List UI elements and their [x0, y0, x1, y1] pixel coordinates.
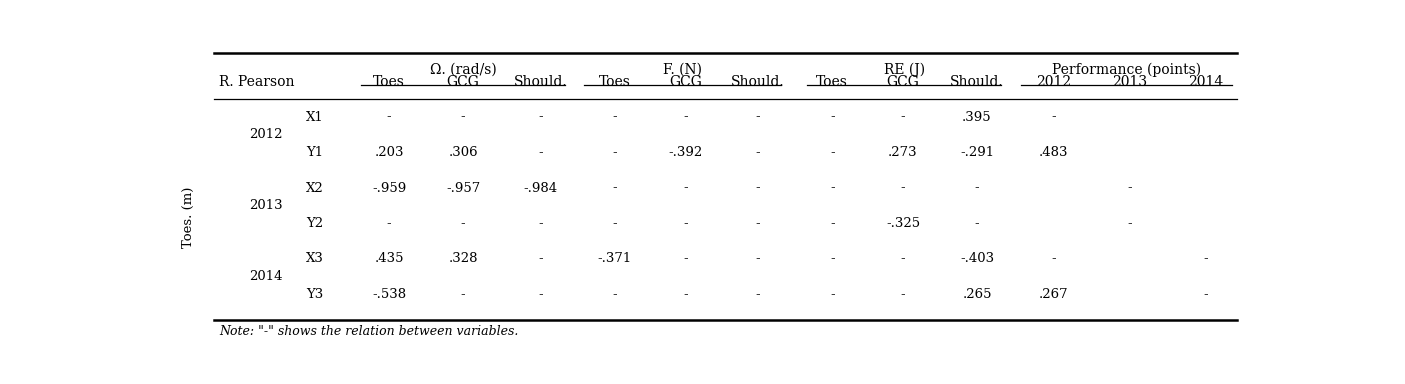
Text: X3: X3: [306, 252, 325, 265]
Text: -: -: [613, 288, 617, 301]
Text: -: -: [538, 252, 542, 265]
Text: -.371: -.371: [597, 252, 632, 265]
Text: -.325: -.325: [887, 217, 920, 230]
Text: .203: .203: [374, 146, 403, 159]
Text: -: -: [613, 146, 617, 159]
Text: -: -: [683, 182, 687, 195]
Text: .273: .273: [888, 146, 917, 159]
Text: Performance (points): Performance (points): [1052, 63, 1201, 77]
Text: -: -: [461, 111, 465, 124]
Text: -: -: [975, 217, 979, 230]
Text: 2013: 2013: [249, 199, 282, 212]
Text: -.392: -.392: [669, 146, 702, 159]
Text: -: -: [386, 217, 392, 230]
Text: -: -: [1204, 288, 1208, 301]
Text: -: -: [613, 111, 617, 124]
Text: -: -: [538, 288, 542, 301]
Text: 2014: 2014: [1189, 74, 1224, 89]
Text: GCG: GCG: [887, 74, 919, 89]
Text: .395: .395: [962, 111, 992, 124]
Text: -: -: [683, 217, 687, 230]
Text: Should.: Should.: [514, 74, 568, 89]
Text: 2012: 2012: [1035, 74, 1071, 89]
Text: -: -: [756, 182, 760, 195]
Text: 2012: 2012: [249, 128, 282, 141]
Text: Toes: Toes: [599, 74, 631, 89]
Text: -: -: [901, 111, 905, 124]
Text: Toes. (m): Toes. (m): [183, 187, 195, 248]
Text: -.959: -.959: [372, 182, 406, 195]
Text: 2013: 2013: [1111, 74, 1146, 89]
Text: -: -: [901, 252, 905, 265]
Text: -: -: [830, 288, 835, 301]
Text: -: -: [538, 146, 542, 159]
Text: R. Pearson: R. Pearson: [219, 74, 295, 89]
Text: .267: .267: [1038, 288, 1068, 301]
Text: -: -: [756, 288, 760, 301]
Text: -: -: [830, 182, 835, 195]
Text: -: -: [461, 288, 465, 301]
Text: .328: .328: [448, 252, 478, 265]
Text: Should.: Should.: [732, 74, 785, 89]
Text: Should.: Should.: [950, 74, 1003, 89]
Text: -: -: [461, 217, 465, 230]
Text: Note: "-" shows the relation between variables.: Note: "-" shows the relation between var…: [219, 325, 518, 338]
Text: -: -: [830, 146, 835, 159]
Text: -: -: [613, 217, 617, 230]
Text: -: -: [1051, 111, 1055, 124]
Text: .435: .435: [374, 252, 403, 265]
Text: -: -: [1127, 217, 1132, 230]
Text: .265: .265: [962, 288, 992, 301]
Text: -: -: [975, 182, 979, 195]
Text: 2014: 2014: [249, 270, 282, 283]
Text: RE (J): RE (J): [884, 63, 924, 77]
Text: -: -: [538, 217, 542, 230]
Text: -: -: [756, 217, 760, 230]
Text: -: -: [1051, 252, 1055, 265]
Text: Y2: Y2: [306, 217, 323, 230]
Text: X1: X1: [306, 111, 325, 124]
Text: -: -: [901, 182, 905, 195]
Text: -.291: -.291: [960, 146, 995, 159]
Text: Y3: Y3: [306, 288, 323, 301]
Text: -: -: [683, 288, 687, 301]
Text: GCG: GCG: [447, 74, 479, 89]
Text: .306: .306: [448, 146, 478, 159]
Text: -: -: [683, 111, 687, 124]
Text: -: -: [756, 146, 760, 159]
Text: GCG: GCG: [669, 74, 701, 89]
Text: -: -: [756, 252, 760, 265]
Text: -.403: -.403: [960, 252, 995, 265]
Text: -.957: -.957: [445, 182, 481, 195]
Text: -: -: [538, 111, 542, 124]
Text: -: -: [386, 111, 392, 124]
Text: Y1: Y1: [306, 146, 323, 159]
Text: Toes: Toes: [816, 74, 849, 89]
Text: -: -: [901, 288, 905, 301]
Text: -.984: -.984: [523, 182, 558, 195]
Text: F. (N): F. (N): [663, 63, 702, 77]
Text: -: -: [1127, 182, 1132, 195]
Text: Toes: Toes: [374, 74, 405, 89]
Text: -: -: [830, 252, 835, 265]
Text: X2: X2: [306, 182, 325, 195]
Text: -: -: [1204, 252, 1208, 265]
Text: -: -: [683, 252, 687, 265]
Text: -: -: [756, 111, 760, 124]
Text: -: -: [613, 182, 617, 195]
Text: -: -: [830, 217, 835, 230]
Text: .483: .483: [1038, 146, 1068, 159]
Text: -.538: -.538: [372, 288, 406, 301]
Text: -: -: [830, 111, 835, 124]
Text: Ω. (rad/s): Ω. (rad/s): [430, 63, 496, 77]
